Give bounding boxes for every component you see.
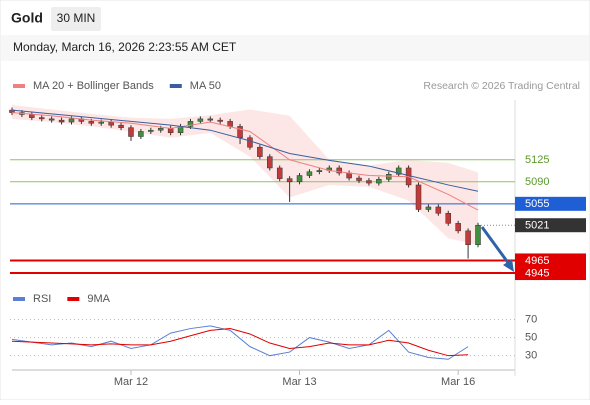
candle-body bbox=[455, 223, 461, 232]
y-tick-label: 50 bbox=[525, 332, 537, 344]
candle-body bbox=[257, 146, 263, 157]
level-label: 5055 bbox=[525, 198, 549, 210]
candle-body bbox=[38, 117, 45, 120]
rsi-line bbox=[11, 325, 469, 360]
candle-body bbox=[356, 177, 362, 181]
legend-label: MA 20 + Bollinger Bands bbox=[33, 80, 154, 92]
candle-body bbox=[48, 118, 55, 121]
candle-body bbox=[435, 206, 442, 214]
candle-body bbox=[386, 174, 392, 180]
level-label: 5021 bbox=[525, 220, 549, 232]
candle-body bbox=[157, 128, 164, 131]
candle-body bbox=[306, 171, 313, 176]
legend-label: 9MA bbox=[87, 293, 110, 305]
candle-body bbox=[415, 184, 422, 210]
symbol: Gold bbox=[11, 10, 43, 26]
date-bar bbox=[1, 35, 589, 61]
candle-body bbox=[98, 121, 104, 124]
legend-label: MA 50 bbox=[190, 80, 221, 92]
level-tag bbox=[515, 266, 586, 281]
candle-body bbox=[395, 167, 402, 175]
candle-body bbox=[138, 131, 144, 137]
candle-body bbox=[346, 172, 352, 179]
bollinger-band bbox=[12, 105, 478, 245]
candle-body bbox=[207, 118, 214, 121]
candle-body bbox=[336, 167, 342, 174]
level-label: 4965 bbox=[525, 255, 549, 267]
legend-swatch bbox=[13, 84, 25, 88]
level-tag bbox=[515, 196, 586, 211]
x-tick-label: Mar 13 bbox=[282, 376, 316, 388]
candle-body bbox=[58, 119, 65, 123]
interval-button[interactable] bbox=[51, 7, 101, 31]
candle-body bbox=[108, 121, 114, 126]
candle-body bbox=[167, 128, 174, 133]
candle-body bbox=[88, 121, 95, 124]
rsi-line bbox=[11, 328, 469, 357]
x-tick-label: Mar 16 bbox=[441, 376, 475, 388]
ma-line bbox=[11, 109, 479, 192]
candle-body bbox=[276, 167, 283, 179]
candle-body bbox=[267, 156, 273, 169]
y-tick-label: 70 bbox=[525, 313, 537, 325]
candle-body bbox=[187, 121, 194, 127]
candle-body bbox=[148, 129, 154, 132]
candle-body bbox=[237, 126, 243, 139]
level-label: 5090 bbox=[525, 176, 549, 188]
candle-body bbox=[475, 224, 481, 245]
candle-body bbox=[425, 206, 432, 210]
arrow-head bbox=[503, 259, 514, 272]
candle-body bbox=[286, 178, 293, 183]
candle-body bbox=[68, 118, 75, 123]
candle-body bbox=[247, 137, 253, 148]
y-tick-label: 30 bbox=[525, 350, 537, 362]
x-tick-label: Mar 12 bbox=[114, 376, 148, 388]
ma-line bbox=[11, 112, 479, 211]
legend-swatch bbox=[169, 84, 182, 88]
candle-body bbox=[366, 180, 372, 184]
candle-body bbox=[227, 121, 233, 127]
level-tag bbox=[515, 218, 586, 233]
copyright: Research © 2026 Trading Central bbox=[423, 80, 580, 92]
candle-body bbox=[445, 213, 452, 224]
candle-body bbox=[128, 127, 134, 137]
legend-swatch bbox=[67, 297, 80, 301]
candle-body bbox=[296, 175, 303, 183]
legend-label: RSI bbox=[33, 293, 51, 305]
level-label: 5125 bbox=[525, 154, 549, 166]
candle-body bbox=[217, 119, 223, 122]
plot: MA 20 + Bollinger Bands MA 50 5125 5090 5055… bbox=[9, 80, 586, 388]
candle-body bbox=[118, 124, 124, 128]
interval-label[interactable]: 30 MIN bbox=[57, 11, 96, 25]
datetime: Monday, March 16, 2026 2:23:55 AM CET bbox=[13, 40, 237, 54]
candle-body bbox=[376, 179, 382, 184]
forecast-arrow bbox=[480, 226, 511, 265]
legend-swatch bbox=[13, 297, 25, 301]
candle-body bbox=[316, 170, 323, 172]
candle-body bbox=[197, 118, 204, 122]
candle-body bbox=[465, 230, 471, 245]
level-tag bbox=[515, 253, 586, 268]
candle-body bbox=[29, 114, 35, 118]
level-label: 4945 bbox=[525, 267, 549, 279]
